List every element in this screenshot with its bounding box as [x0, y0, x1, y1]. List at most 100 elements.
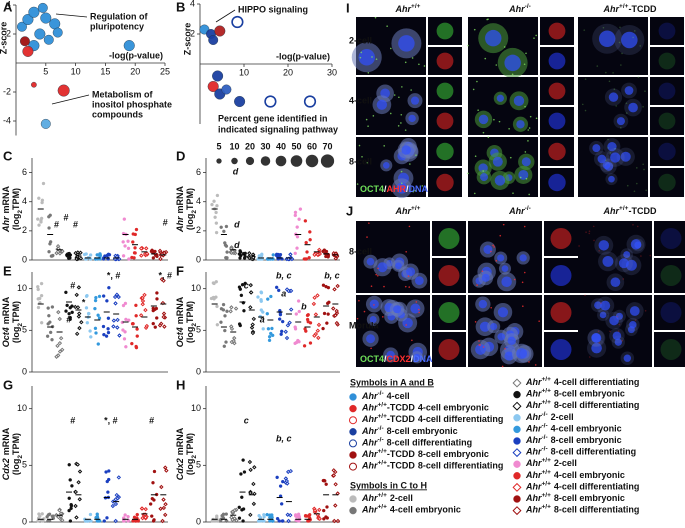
genotype-label: Ahr+/+ 4-cell differentiating — [525, 376, 639, 387]
speck — [482, 131, 485, 134]
y-axis-label: Oct4 mRNA(log2TPM) — [175, 296, 198, 347]
dot — [36, 519, 40, 523]
speck — [408, 286, 411, 288]
speck — [619, 26, 621, 29]
dot — [163, 502, 168, 507]
x-tick-label: 30 — [327, 67, 337, 77]
speck — [366, 236, 368, 238]
speck — [376, 274, 379, 277]
dot — [144, 323, 150, 329]
speck — [513, 278, 516, 281]
dot — [121, 328, 125, 332]
dot — [161, 278, 166, 283]
dot — [54, 512, 59, 518]
micrograph-channel — [650, 168, 684, 197]
nucleus — [358, 49, 376, 66]
dot — [230, 249, 235, 254]
speck — [400, 182, 403, 185]
gene: Ahr — [525, 389, 542, 399]
dot — [36, 287, 40, 292]
dot — [142, 292, 147, 298]
speck — [597, 330, 600, 333]
dot — [59, 347, 65, 353]
panel-letter: H — [176, 377, 185, 392]
speck — [358, 299, 360, 302]
nucleus — [377, 262, 388, 273]
dot — [331, 468, 336, 473]
y-tick-label: 5 — [22, 460, 27, 470]
label: mRNA — [1, 427, 11, 455]
dot — [123, 330, 127, 334]
legend-title: Symbols in A and B — [350, 377, 434, 387]
speck — [481, 270, 484, 273]
legend-marker — [349, 506, 357, 515]
genotype: -/- — [378, 425, 384, 432]
dot — [160, 518, 165, 524]
dot — [122, 337, 127, 341]
dot — [321, 249, 325, 254]
speck — [493, 246, 495, 248]
y-axis-label: AhrmRNA(log2TPM) — [1, 186, 24, 234]
label: 8-cell embryonic — [554, 389, 625, 399]
dot — [96, 342, 100, 346]
row-label: Morula — [349, 320, 379, 330]
dot — [335, 518, 341, 524]
y-tick-label: 2 — [196, 225, 201, 235]
dot — [219, 320, 223, 324]
unit-sub: 2 — [17, 455, 24, 459]
nucleus — [479, 321, 491, 332]
suffix: -TCDD — [387, 403, 415, 413]
dot — [70, 484, 74, 488]
speck — [644, 309, 647, 312]
bubble-legend-size — [245, 156, 255, 166]
speck — [637, 76, 640, 78]
dot — [212, 297, 216, 301]
nucleus — [475, 344, 486, 355]
dot — [238, 256, 242, 260]
dot — [308, 230, 312, 234]
annotation: compounds — [92, 109, 143, 119]
speck — [504, 347, 506, 350]
unit-sub: 2 — [17, 323, 24, 327]
bubble-legend-size — [216, 158, 222, 164]
dot — [50, 337, 54, 342]
channel-signal — [660, 265, 682, 286]
dot — [36, 217, 40, 221]
gene: Ahr — [525, 435, 542, 445]
gene: Ahr — [361, 505, 378, 515]
dot — [322, 478, 326, 483]
bubble — [208, 35, 219, 45]
dot — [311, 301, 317, 307]
dot — [242, 309, 246, 313]
speck — [617, 330, 620, 332]
dot — [334, 308, 339, 314]
micrograph-channel — [650, 17, 684, 45]
dot — [295, 235, 300, 239]
speck — [490, 306, 492, 309]
y-tick-label: 5 — [196, 460, 201, 470]
legend-marker — [513, 414, 521, 422]
bubble-legend-size — [305, 154, 319, 168]
dot — [214, 280, 218, 284]
unit: (log — [185, 459, 195, 476]
significance: *, # — [107, 270, 121, 280]
dot — [277, 288, 281, 293]
annotation-pointer — [215, 9, 236, 23]
dot — [151, 481, 155, 485]
dot — [75, 462, 80, 467]
dot — [257, 254, 261, 258]
dot — [75, 305, 81, 310]
stain: DNA — [409, 184, 429, 194]
genotype-label: Ahr-/- 2-cell — [525, 411, 574, 422]
y-axis-label: Cdx2 mRNA(log2TPM) — [175, 427, 198, 480]
dot — [215, 204, 219, 208]
dot — [113, 518, 118, 524]
genotype-label: Ahr-/- 8-cell differentiating — [525, 446, 636, 457]
stain: / — [384, 354, 387, 364]
channel-signal — [660, 339, 682, 360]
speck — [605, 159, 607, 162]
genotype-label: Ahr+/+-TCDD 8-cell embryonic — [361, 448, 489, 459]
genotype: +/+ — [378, 448, 388, 455]
speck — [397, 125, 400, 127]
dot — [293, 325, 297, 329]
